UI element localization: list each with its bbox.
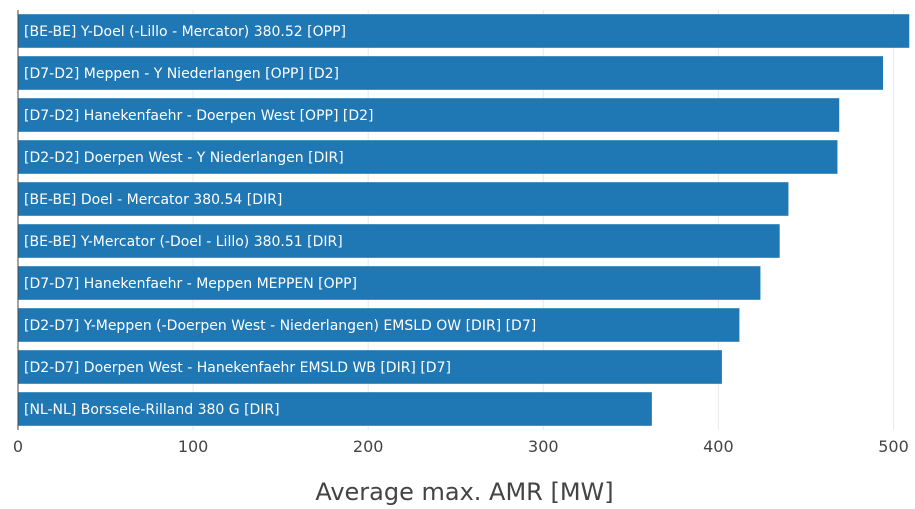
bar[interactable] (18, 98, 840, 132)
bar-group[interactable]: [D2-D7] Y-Meppen (-Doerpen West - Nieder… (18, 308, 740, 342)
bar[interactable] (18, 224, 780, 258)
bar-category-label: [BE-BE] Doel - Mercator 380.54 [DIR] (24, 192, 282, 208)
bar-category-label: [BE-BE] Y-Doel (-Lillo - Mercator) 380.5… (24, 24, 346, 40)
bar-category-label: [D7-D2] Meppen - Y Niederlangen [OPP] [D… (24, 66, 339, 82)
bar[interactable] (18, 266, 761, 300)
x-tick-label: 0 (13, 437, 23, 456)
bar[interactable] (18, 182, 789, 216)
bar-group[interactable]: [NL-NL] Borssele-Rilland 380 G [DIR] (18, 392, 652, 426)
bar-group[interactable]: [BE-BE] Doel - Mercator 380.54 [DIR] (18, 182, 789, 216)
bar-group[interactable]: [BE-BE] Y-Mercator (-Doel - Lillo) 380.5… (18, 224, 780, 258)
bar-category-label: [D2-D2] Doerpen West - Y Niederlangen [D… (24, 150, 344, 166)
x-axis-title: Average max. AMR [MW] (315, 478, 613, 506)
bar-group[interactable]: [D7-D2] Hanekenfaehr - Doerpen West [OPP… (18, 98, 840, 132)
bar-group[interactable]: [D2-D7] Doerpen West - Hanekenfaehr EMSL… (18, 350, 722, 384)
bar-category-label: [BE-BE] Y-Mercator (-Doel - Lillo) 380.5… (24, 234, 343, 250)
bar-category-label: [D7-D7] Hanekenfaehr - Meppen MEPPEN [OP… (24, 276, 357, 292)
bar[interactable] (18, 308, 740, 342)
bar-category-label: [D2-D7] Doerpen West - Hanekenfaehr EMSL… (24, 360, 451, 376)
x-tick-label: 300 (528, 437, 559, 456)
bar-group[interactable]: [D7-D7] Hanekenfaehr - Meppen MEPPEN [OP… (18, 266, 761, 300)
x-tick-label: 200 (353, 437, 384, 456)
x-axis-ticks: 0 100 200 300 400 500 (13, 437, 909, 456)
bar[interactable] (18, 140, 838, 174)
bars-layer: [BE-BE] Y-Doel (-Lillo - Mercator) 380.5… (18, 14, 910, 426)
bar[interactable] (18, 14, 910, 48)
x-tick-label: 500 (878, 437, 909, 456)
bar-group[interactable]: [D2-D2] Doerpen West - Y Niederlangen [D… (18, 140, 838, 174)
bar[interactable] (18, 56, 883, 90)
bar-group[interactable]: [D7-D2] Meppen - Y Niederlangen [OPP] [D… (18, 56, 883, 90)
bar-category-label: [D2-D7] Y-Meppen (-Doerpen West - Nieder… (24, 318, 536, 334)
bar-group[interactable]: [BE-BE] Y-Doel (-Lillo - Mercator) 380.5… (18, 14, 910, 48)
bar-category-label: [NL-NL] Borssele-Rilland 380 G [DIR] (24, 402, 280, 418)
x-tick-label: 100 (178, 437, 209, 456)
x-tick-label: 400 (703, 437, 734, 456)
bar-category-label: [D7-D2] Hanekenfaehr - Doerpen West [OPP… (24, 108, 374, 124)
bar[interactable] (18, 392, 652, 426)
bar[interactable] (18, 350, 722, 384)
